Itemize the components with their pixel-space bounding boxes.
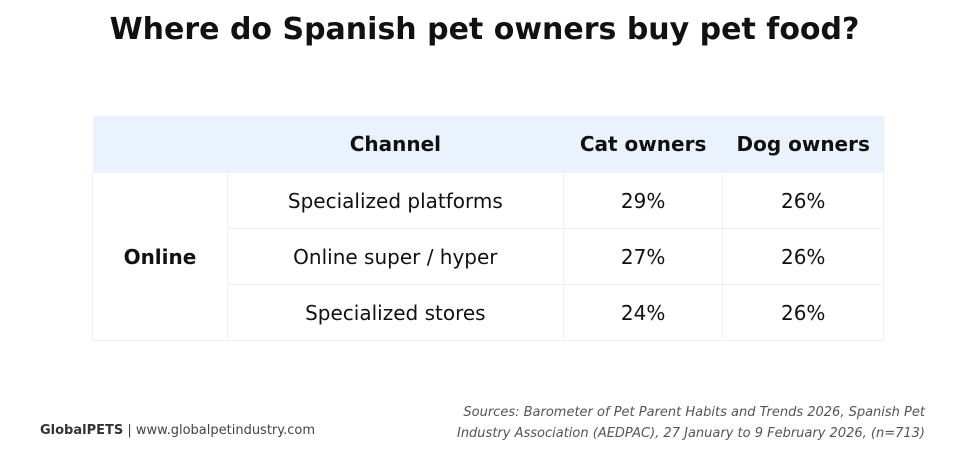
title: Where do Spanish pet owners buy pet food…: [109, 12, 860, 47]
cell: Specialized platforms: [226, 172, 564, 229]
row: Specialized stores 24% 26%: [93, 284, 884, 341]
cell: Online super / hyper: [226, 228, 564, 285]
header-row: Channel Cat owners Dog owners: [92, 116, 884, 173]
source-line: Sources: Barometer of Pet Parent Habits …: [463, 405, 925, 420]
header-cell: Channel: [227, 116, 564, 173]
row: Online super / hyper 27% 26%: [93, 228, 884, 285]
header-cell: Cat owners: [563, 116, 723, 173]
brand: GlobalPETS: [40, 423, 124, 438]
cell: 26%: [722, 284, 884, 341]
row: Online Specialized platforms 29% 26%: [92, 172, 884, 341]
group-cell: Online: [92, 172, 228, 341]
cell: Specialized stores: [226, 284, 564, 341]
data-table: Channel Cat owners Dog owners Online Spe…: [92, 116, 884, 341]
cell: 29%: [562, 172, 724, 229]
header-cell: Dog owners: [722, 116, 884, 173]
sources: Sources: Barometer of Pet Parent Habits …: [457, 402, 925, 444]
footer-brand: GlobalPETS | www.globalpetindustry.com: [40, 423, 315, 438]
header-cell: [92, 116, 228, 173]
cell: 26%: [722, 172, 884, 229]
cell: 26%: [722, 228, 884, 285]
cell: 24%: [562, 284, 724, 341]
site: | www.globalpetindustry.com: [127, 423, 316, 438]
source-line: Industry Association (AEDPAC), 27 Januar…: [456, 426, 925, 441]
cell: 27%: [562, 228, 724, 285]
